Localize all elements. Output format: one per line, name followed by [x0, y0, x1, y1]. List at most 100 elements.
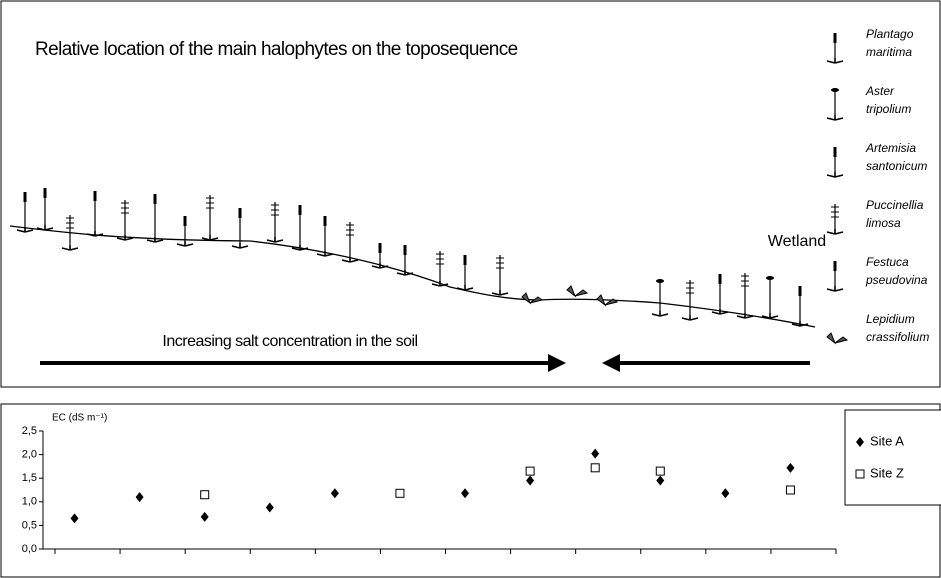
leaf [274, 239, 284, 243]
plant [761, 276, 779, 319]
leaf [379, 265, 389, 269]
y-tick-label: 1,0 [22, 496, 37, 508]
plant [16, 192, 34, 233]
plant [36, 188, 54, 231]
leaf [266, 239, 276, 243]
plant [116, 200, 134, 241]
species-name: pseudovina [865, 273, 928, 287]
leaf [834, 60, 844, 64]
flower [831, 88, 839, 92]
leaf [499, 292, 509, 296]
lepidium [566, 285, 589, 298]
arrow-label: Increasing salt concentration in the soi… [162, 333, 417, 350]
arrow-head [548, 354, 566, 372]
leaf [371, 265, 381, 269]
plant [396, 245, 414, 276]
leaf [36, 227, 46, 231]
leaf [826, 231, 836, 235]
leaf [431, 283, 441, 287]
plant [371, 243, 389, 269]
lepidium [521, 292, 544, 305]
species-name: Aster [865, 84, 895, 98]
leaf [184, 243, 194, 247]
data-point [200, 511, 209, 522]
data-point [655, 466, 665, 476]
species-name: maritima [866, 45, 912, 59]
leaf [231, 245, 241, 249]
plant [711, 274, 729, 315]
legend-label: Site A [870, 433, 904, 448]
species-name: Plantago [866, 27, 914, 41]
leaf [316, 253, 326, 257]
plant [146, 194, 164, 243]
data-point [591, 448, 600, 459]
species-name: limosa [866, 216, 901, 230]
leaf [404, 272, 414, 276]
bottom-panel [0, 403, 941, 578]
leaf [341, 259, 351, 263]
lepidium-icon [826, 332, 849, 345]
plant [826, 261, 844, 292]
data-point [461, 488, 470, 499]
leaf [689, 317, 699, 321]
leaf [681, 317, 691, 321]
species-name: Artemisia [865, 141, 916, 155]
plant [231, 208, 249, 249]
leaf [761, 315, 771, 319]
leaf [736, 315, 746, 319]
plant [826, 147, 844, 178]
data-point [656, 475, 665, 486]
leaf [154, 239, 164, 243]
plant [176, 216, 194, 247]
plant [491, 255, 509, 296]
leaf [209, 237, 219, 241]
legend-marker [856, 437, 864, 447]
legend-box [844, 409, 941, 506]
leaf [291, 247, 301, 251]
leaf [799, 323, 809, 327]
flower [656, 279, 664, 283]
plant-illustrations [16, 33, 849, 345]
y-tick-label: 0,5 [22, 519, 37, 531]
leaf [651, 313, 661, 317]
plant [86, 191, 104, 237]
plant [736, 273, 754, 319]
y-tick-label: 2,0 [22, 449, 37, 461]
leaf [711, 311, 721, 315]
leaf [456, 287, 466, 291]
lepidium [596, 294, 619, 307]
leaf [491, 292, 501, 296]
leaf [464, 287, 474, 291]
leaf [24, 229, 34, 233]
leaf [834, 174, 844, 178]
leaf [86, 233, 96, 237]
leaf [719, 311, 729, 315]
ground-line [9, 225, 816, 328]
leaf [201, 237, 211, 241]
y-tick-label: 0,0 [22, 543, 37, 555]
plant [341, 222, 359, 263]
leaf [826, 174, 836, 178]
plant [791, 286, 809, 327]
top-panel [0, 0, 941, 388]
title: Relative location of the main halophytes… [35, 39, 518, 60]
leaf [44, 227, 54, 231]
species-name: santonicum [866, 159, 927, 173]
y-tick-label: 2,5 [22, 425, 37, 437]
y-axis-label: EC (dS m⁻¹) [52, 413, 107, 424]
leaf [744, 315, 754, 319]
flower [766, 276, 774, 280]
plant [291, 205, 309, 251]
plant [201, 195, 219, 241]
leaf [176, 243, 186, 247]
data-point [525, 466, 535, 476]
leaf [239, 245, 249, 249]
leaf [61, 247, 71, 251]
plant [316, 216, 334, 257]
leaf [826, 288, 836, 292]
leaf [834, 288, 844, 292]
leaf [791, 323, 801, 327]
data-point [395, 488, 405, 498]
leaf [16, 229, 26, 233]
plant [266, 202, 284, 243]
